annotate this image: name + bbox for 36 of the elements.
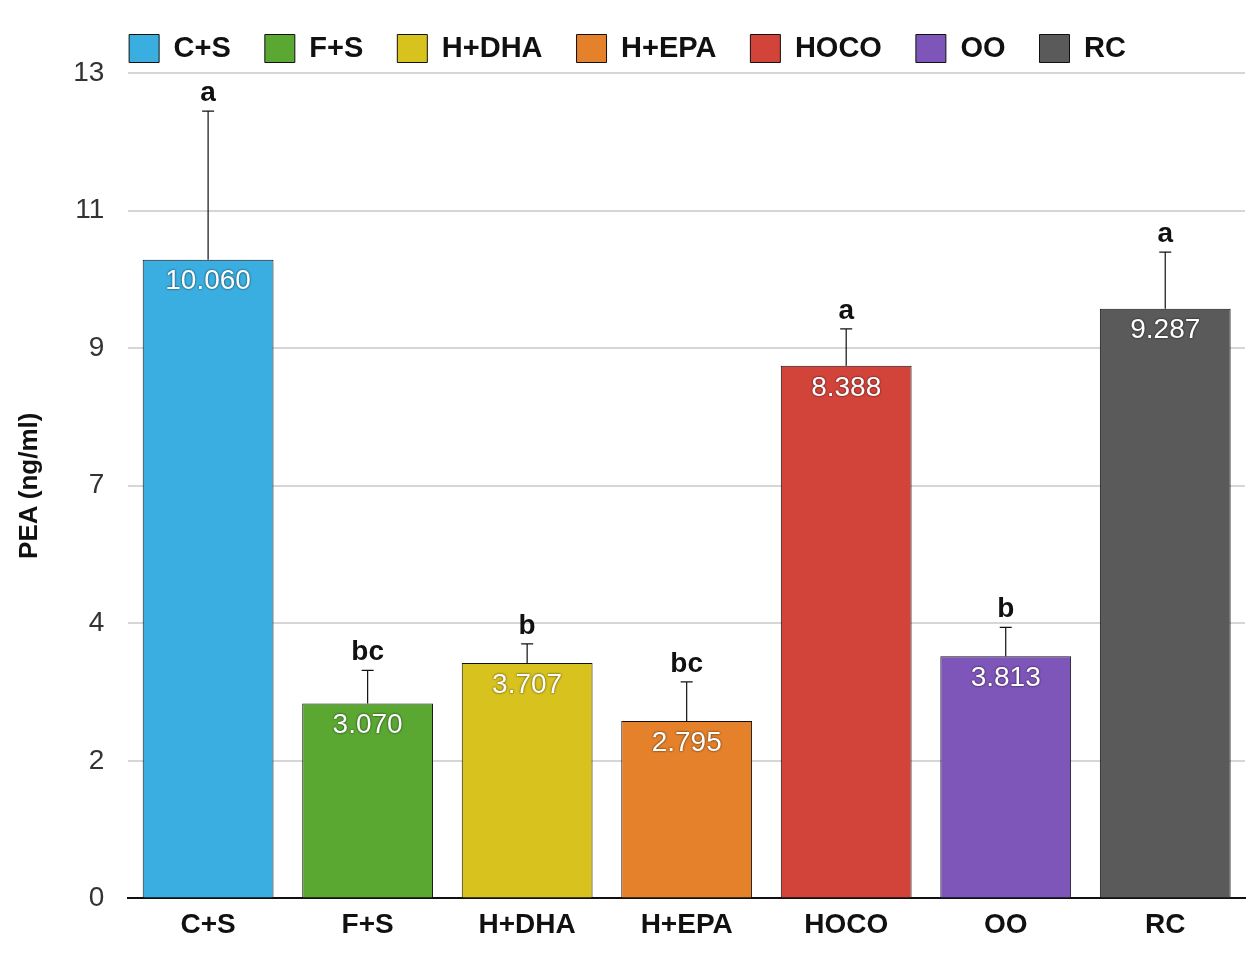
- y-tick-label: 13: [73, 55, 105, 87]
- data-label: 10.060: [165, 264, 251, 296]
- legend-label: H+DHA: [441, 30, 543, 63]
- annotation: a: [1157, 216, 1174, 248]
- legend-label: OO: [960, 30, 1006, 63]
- data-label: 2.795: [651, 725, 722, 757]
- y-tick-label: 2: [88, 743, 105, 775]
- x-tick-label: HOCO: [804, 907, 889, 939]
- y-tick-label: 0: [88, 881, 105, 913]
- data-label: 9.287: [1130, 313, 1201, 345]
- annotation: a: [200, 75, 217, 107]
- annotation: b: [997, 592, 1015, 624]
- x-tick-label: OO: [983, 907, 1028, 939]
- annotation: b: [518, 608, 536, 640]
- x-tick-label: H+DHA: [478, 907, 576, 939]
- y-tick-label: 4: [88, 606, 105, 638]
- y-tick-label: 7: [88, 468, 105, 500]
- data-label: 3.813: [970, 661, 1041, 693]
- annotation: bc: [670, 646, 704, 678]
- y-tick-label: 11: [75, 193, 105, 225]
- x-tick-label: RC: [1145, 907, 1186, 939]
- data-label: 8.388: [811, 370, 882, 402]
- x-tick-label: H+EPA: [640, 907, 733, 939]
- data-label: 3.707: [492, 667, 563, 699]
- legend-label: F+S: [309, 30, 364, 63]
- y-tick-label: 9: [88, 330, 105, 362]
- annotation: a: [838, 293, 855, 325]
- legend-label: HOCO: [794, 30, 882, 63]
- x-tick-label: F+S: [341, 907, 394, 939]
- legend-label: H+EPA: [621, 30, 717, 63]
- x-tick-label: C+S: [180, 907, 236, 939]
- data-label: 3.070: [332, 708, 403, 740]
- legend-label: C+S: [173, 30, 231, 63]
- annotation: bc: [351, 635, 384, 667]
- legend-label: RC: [1084, 30, 1126, 63]
- y-axis-title: PEA (ng/ml): [12, 412, 43, 559]
